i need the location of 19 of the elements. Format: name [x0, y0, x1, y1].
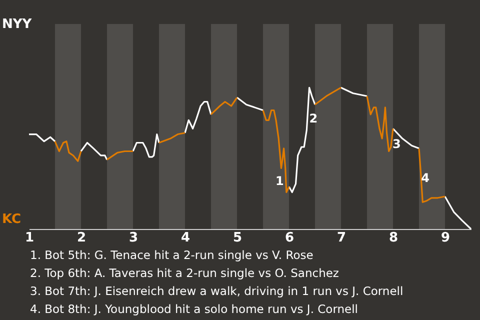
annotation: 3 — [392, 137, 401, 152]
x-tick-label: 8 — [388, 230, 398, 246]
x-tick-label: 6 — [284, 230, 294, 246]
annotation: 4 — [421, 171, 430, 186]
x-tick-label: 7 — [336, 230, 346, 246]
text: KC — [2, 212, 22, 227]
x-tick-label: 4 — [180, 230, 190, 246]
x-tick-label: 3 — [128, 230, 138, 246]
text: 3. Bot 7th: J. Eisenreich drew a walk, driving in 1 run vs J. Cornell — [30, 283, 404, 300]
text: 2. Top 6th: A. Taveras hit a 2-run single vs O. Sanchez — [30, 265, 340, 282]
text: NYY — [2, 17, 32, 32]
x-tick-label: 5 — [232, 230, 242, 246]
annotation: 1 — [275, 174, 284, 188]
x-tick-label: 9 — [440, 230, 450, 246]
x-tick-label: 1 — [24, 230, 34, 246]
x-tick-label: 2 — [76, 230, 86, 246]
annotation: 2 — [309, 112, 318, 126]
text: 1. Bot 5th: G. Tenace hit a 2-run single vs V. Rose — [30, 247, 314, 264]
text: 4. Bot 8th: J. Youngblood hit a solo home run vs J. Cornell — [30, 301, 359, 318]
